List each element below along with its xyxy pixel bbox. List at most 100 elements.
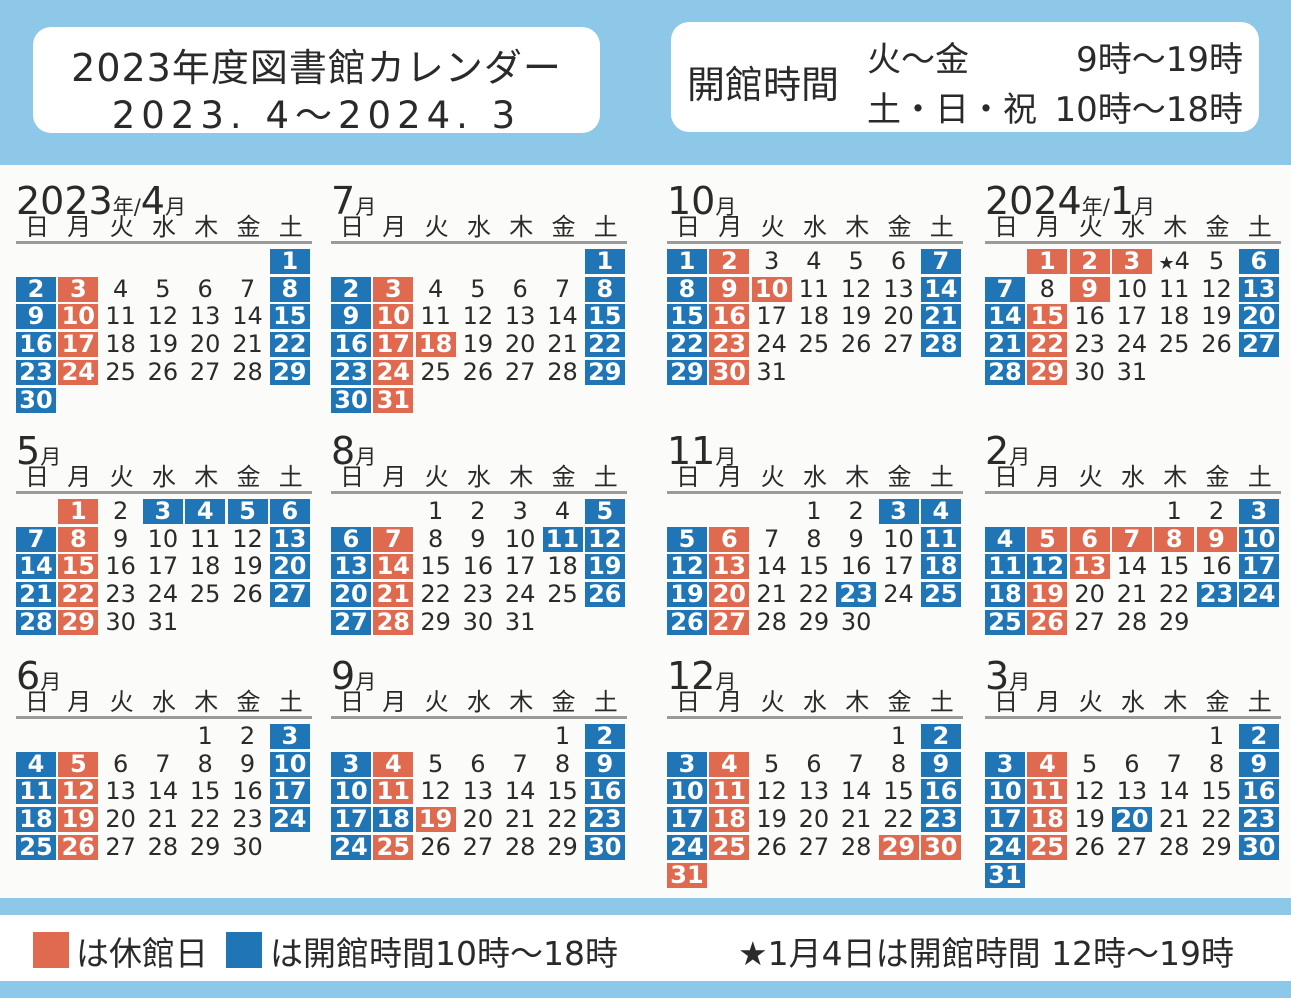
month-heading: 9月 — [331, 654, 376, 702]
weekday-label: 月 — [718, 688, 743, 716]
date-cell: 11 — [189, 524, 221, 553]
date-cell: 18 — [105, 330, 136, 359]
closed-date-cell: 7 — [373, 526, 414, 552]
date-cell: 26 — [232, 580, 263, 609]
weekday-label: 火 — [424, 463, 449, 491]
date-cell: 12 — [1201, 274, 1232, 303]
date-cell: 8 — [1039, 274, 1055, 303]
date-cell: 15 — [189, 777, 221, 806]
date-cell: 16 — [840, 552, 872, 581]
special-hours-date-cell: 11 — [920, 526, 961, 552]
weekday-header: 日月火水木金土 — [985, 213, 1281, 244]
opening-hours-box: 開館時間 火～金 9時～19時 土・日・祝 10時～18時 — [671, 22, 1259, 132]
date-cell: 14 — [756, 552, 787, 581]
special-hours-date-cell: 21 — [920, 304, 961, 330]
date-cell: 28 — [1116, 607, 1148, 636]
calendar-period: 2023. 4～2024. 3 — [111, 94, 522, 137]
date-cell: 25 — [420, 357, 451, 386]
special-hours-date-cell: 5 — [227, 499, 268, 524]
closed-date-cell: 3 — [373, 276, 414, 302]
weekday-header: 日月火水木金土 — [331, 688, 627, 719]
weekday-label: 火 — [109, 213, 134, 241]
special-hours-date-cell: 3 — [878, 499, 919, 524]
special-hours-date-cell: 23 — [1196, 582, 1237, 608]
date-cell: 22 — [420, 580, 451, 609]
weekday-label: 金 — [236, 688, 261, 716]
special-hours-date-cell: 3 — [985, 751, 1025, 777]
special-hours-date-cell: 23 — [920, 807, 961, 833]
special-hours-date-cell: 18 — [920, 554, 961, 580]
closed-date-cell: 25 — [373, 834, 414, 860]
special-hours-date-cell: 9 — [16, 304, 56, 330]
special-hours-date-cell: 14 — [985, 304, 1025, 330]
date-cell: 29 — [1201, 832, 1232, 861]
weekday-label: 土 — [929, 213, 954, 241]
weekday-label: 水 — [1120, 688, 1145, 716]
special-hours-date-cell: 8 — [269, 276, 310, 302]
date-cell: 11 — [420, 302, 451, 331]
closed-date-cell: 27 — [709, 609, 750, 635]
special-hours-date-cell: 5 — [584, 499, 625, 524]
special-hours-date-cell: 7 — [16, 526, 56, 552]
weekday-label: 金 — [551, 688, 576, 716]
weekday-label: 日 — [676, 213, 700, 241]
weekday-label: 日 — [25, 688, 49, 716]
special-hours-date-cell: 20 — [1111, 807, 1152, 833]
closed-date-cell: 18 — [415, 332, 456, 358]
weekday-label: 月 — [67, 463, 92, 491]
date-cell: 20 — [883, 302, 914, 331]
weekday-label: 日 — [994, 213, 1018, 241]
weekday-label: 木 — [194, 688, 219, 716]
special-hours-date-cell: 17 — [1238, 554, 1279, 580]
weekday-label: 日 — [676, 688, 700, 716]
weekday-label: 木 — [1163, 213, 1188, 241]
date-cell: 26 — [420, 832, 451, 861]
weekday-header: 日月火水木金土 — [16, 688, 312, 719]
month-suffix: 月 — [715, 670, 737, 694]
date-cell: 16 — [1201, 552, 1232, 581]
date-cell: 10 — [1116, 274, 1148, 303]
closed-date-cell: 22 — [1027, 332, 1068, 358]
weekday-label: 木 — [1163, 688, 1188, 716]
weekday-label: 土 — [278, 463, 303, 491]
special-hours-date-cell: 15 — [269, 304, 310, 330]
special-hours-date-cell: 16 — [1238, 779, 1279, 805]
month-suffix: 月 — [355, 445, 377, 469]
weekday-label: 金 — [236, 213, 261, 241]
special-hours-date-cell: 27 — [1238, 332, 1279, 358]
closed-date-cell: 9 — [1069, 276, 1110, 302]
special-hours-date-cell: 16 — [920, 779, 961, 805]
special-hours-swatch — [226, 932, 262, 968]
closed-date-cell: 4 — [373, 751, 414, 777]
month-number: 6 — [16, 654, 41, 698]
date-cell: 15 — [547, 777, 578, 806]
date-cell: 26 — [1201, 330, 1232, 359]
date-cell: 7 — [1166, 749, 1182, 778]
weekday-label: 月 — [382, 688, 407, 716]
special-hours-date-cell: 11 — [985, 554, 1025, 580]
date-cell: 9 — [470, 524, 486, 553]
date-cell: 23 — [105, 580, 136, 609]
weekday-label: 日 — [340, 688, 364, 716]
special-hours-date-cell: 1 — [269, 249, 310, 274]
weekday-label: 月 — [67, 688, 92, 716]
date-cell: 13 — [462, 777, 494, 806]
special-hours-date-cell: 29 — [269, 359, 310, 385]
special-hours-date-cell: 12 — [667, 554, 707, 580]
weekday-label: 木 — [194, 213, 219, 241]
date-cell: 14 — [840, 777, 872, 806]
special-hours-date-cell: 16 — [16, 332, 56, 358]
month-number: 11 — [667, 429, 716, 473]
special-hours-date-cell: 26 — [584, 582, 625, 608]
special-hours-date-cell: 20 — [331, 582, 371, 608]
weekday-label: 火 — [760, 213, 785, 241]
date-cell: 6 — [197, 274, 213, 303]
hours-time-weekend: 10時～18時 — [1054, 90, 1243, 130]
date-cell: 4 — [112, 274, 129, 303]
date-cell: 28 — [504, 832, 536, 861]
weekday-label: 土 — [593, 213, 618, 241]
weekday-label: 土 — [278, 213, 303, 241]
date-cell: 26 — [147, 357, 179, 386]
closed-date-cell: 22 — [58, 582, 99, 608]
special-hours-date-cell: 6 — [1238, 249, 1279, 274]
